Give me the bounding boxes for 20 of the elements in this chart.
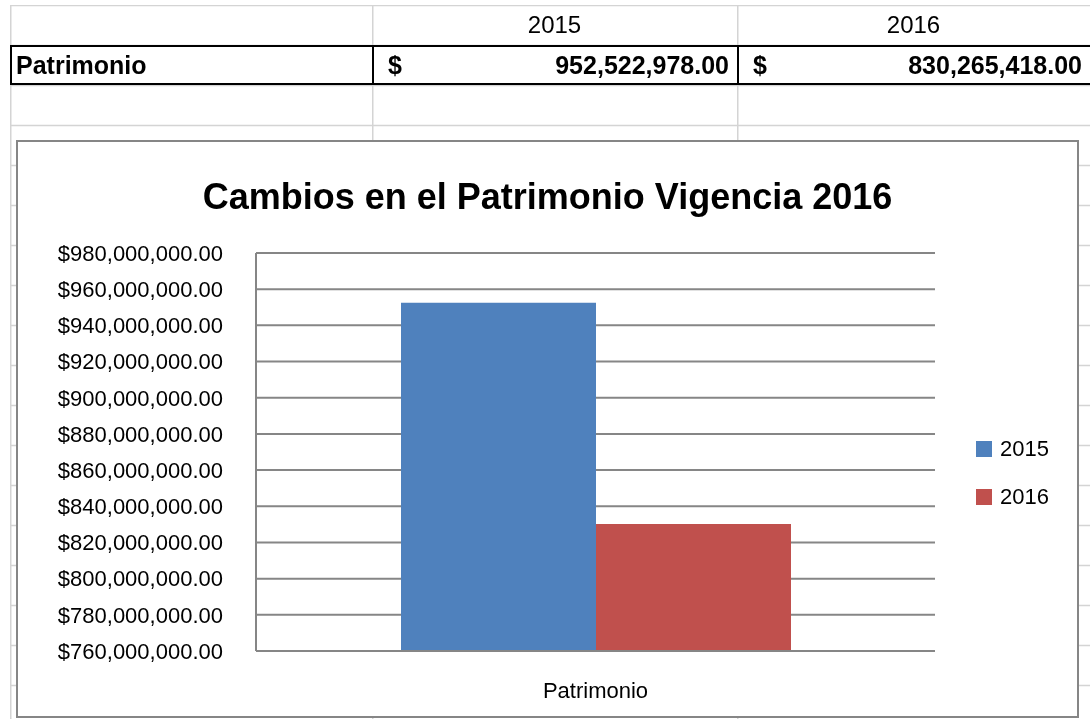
y-tick-label: $860,000,000.00: [57, 457, 223, 483]
y-tick-label: $980,000,000.00: [57, 240, 223, 266]
y-tick-label: $840,000,000.00: [57, 494, 223, 520]
text: $ 830,265,418.00: [753, 51, 1082, 79]
y-tick-label: $900,000,000.00: [57, 385, 223, 411]
y-tick-label: $760,000,000.00: [57, 638, 223, 664]
text: $ 952,522,978.00: [388, 51, 729, 79]
category-label: Patrimonio: [16, 51, 147, 79]
y-tick-label: $880,000,000.00: [57, 421, 223, 447]
chart-title: Cambios en el Patrimonio Vigencia 2016: [202, 176, 893, 217]
y-tick-label: $800,000,000.00: [57, 566, 223, 592]
text: 2016: [886, 11, 941, 38]
y-tick-label: $780,000,000.00: [57, 602, 223, 628]
y-tick-label: $940,000,000.00: [57, 313, 223, 339]
legend-label: 2016: [1000, 484, 1049, 510]
legend-label: 2015: [1000, 436, 1049, 462]
y-tick-label: $960,000,000.00: [57, 276, 223, 302]
text: 2015: [527, 11, 582, 38]
y-tick-label: $820,000,000.00: [57, 530, 223, 556]
y-tick-label: $920,000,000.00: [57, 349, 223, 375]
